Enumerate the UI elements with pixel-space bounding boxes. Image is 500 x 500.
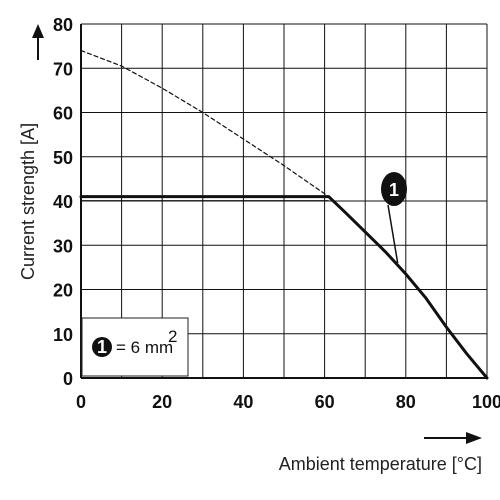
curves	[79, 49, 489, 380]
x-tick-label: 20	[152, 392, 172, 412]
y-tick-label: 0	[63, 369, 73, 389]
y-tick-label: 30	[53, 236, 73, 256]
x-tick-label: 80	[396, 392, 416, 412]
series-line-dashed	[80, 49, 330, 198]
legend-text: = 6 mm	[116, 338, 173, 357]
callout-label: 1	[389, 180, 399, 200]
series-callout: 1	[381, 172, 407, 264]
y-tick-label: 20	[53, 281, 73, 301]
y-tick-label: 40	[53, 192, 73, 212]
series-line-solid	[79, 195, 489, 380]
y-tick-label: 10	[53, 325, 73, 345]
x-tick-label: 0	[76, 392, 86, 412]
y-tick-label: 60	[53, 104, 73, 124]
y-tick-label: 70	[53, 59, 73, 79]
callout-marker	[381, 172, 407, 206]
callout-leader	[387, 204, 399, 264]
y-axis-arrow-icon	[32, 24, 44, 60]
legend-marker-label: 1	[97, 337, 107, 357]
legend: 1 = 6 mm 2	[81, 317, 189, 377]
x-axis-arrow-icon	[424, 432, 482, 444]
legend-superscript: 2	[168, 327, 177, 346]
x-tick-label: 40	[233, 392, 253, 412]
y-tick-label: 50	[53, 148, 73, 168]
x-axis-title: Ambient temperature [°C]	[279, 454, 482, 474]
y-tick-label: 80	[53, 15, 73, 35]
legend-marker	[92, 337, 112, 357]
x-tick-label: 60	[315, 392, 335, 412]
x-tick-label: 100	[472, 392, 500, 412]
y-axis-title: Current strength [A]	[18, 123, 38, 280]
tick-labels: 0 20 40 60 80 100 0 10 20 30 40 50 60 70 80	[53, 15, 500, 412]
